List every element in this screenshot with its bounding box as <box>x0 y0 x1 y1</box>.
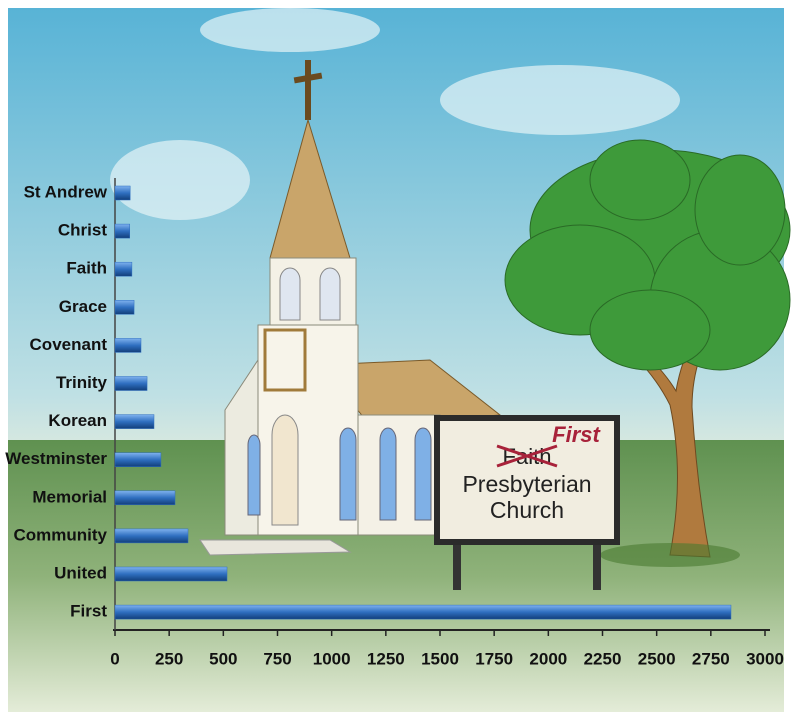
y-tick-label: Community <box>14 525 108 544</box>
y-tick-label: Grace <box>59 297 107 316</box>
x-tick-label: 2750 <box>692 649 730 668</box>
y-tick-label: St Andrew <box>24 182 108 201</box>
y-tick-label: First <box>70 602 107 621</box>
x-tick-label: 1000 <box>313 649 351 668</box>
y-tick-label: Christ <box>58 221 107 240</box>
bar <box>115 567 227 581</box>
bar <box>115 262 132 276</box>
bar <box>115 453 161 467</box>
y-tick-label: Memorial <box>32 487 107 506</box>
bar <box>115 186 130 200</box>
x-tick-label: 3000 <box>746 649 784 668</box>
x-tick-label: 2500 <box>638 649 676 668</box>
y-tick-label: Trinity <box>56 373 108 392</box>
x-tick-label: 1500 <box>421 649 459 668</box>
bar <box>115 415 154 429</box>
sign-line: Church <box>490 497 564 523</box>
x-tick-label: 2250 <box>584 649 622 668</box>
y-tick-label: Korean <box>48 411 107 430</box>
bar <box>115 377 147 391</box>
y-tick-label: Covenant <box>30 335 108 354</box>
x-tick-label: 500 <box>209 649 237 668</box>
sign-line: Presbyterian <box>462 471 591 497</box>
chart: Faith First Presbyterian Church 0 250 500 7… <box>0 0 792 720</box>
bar <box>115 224 130 238</box>
bar <box>115 529 188 543</box>
x-tick-label: 1750 <box>475 649 513 668</box>
bar <box>115 338 141 352</box>
bar <box>115 605 731 619</box>
x-tick-label: 750 <box>263 649 291 668</box>
bar <box>115 300 134 314</box>
x-tick-label: 2000 <box>529 649 567 668</box>
y-tick-label: Faith <box>66 259 107 278</box>
sign-correction: First <box>552 422 601 447</box>
x-tick-label: 0 <box>110 649 119 668</box>
x-tick-label: 1250 <box>367 649 405 668</box>
y-tick-label: Westminster <box>5 449 107 468</box>
bar <box>115 491 175 505</box>
x-tick-label: 250 <box>155 649 183 668</box>
y-tick-label: United <box>54 563 107 582</box>
